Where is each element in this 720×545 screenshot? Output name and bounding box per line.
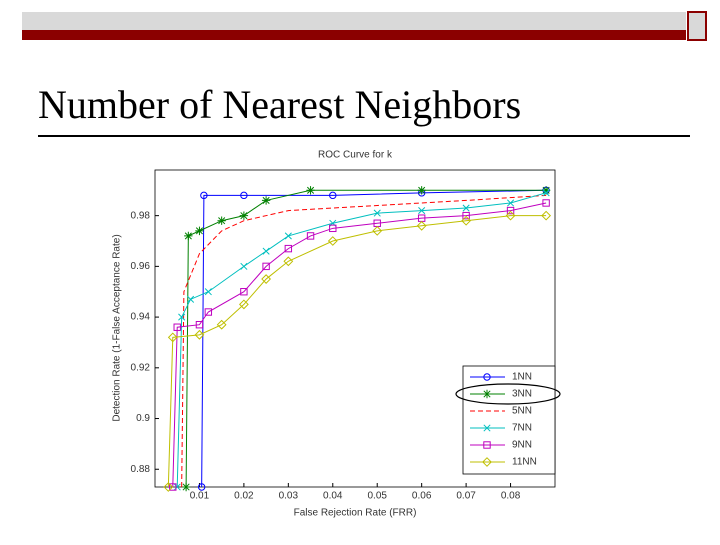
marker: [329, 191, 337, 200]
marker: [506, 206, 515, 215]
y-tick-label: 0.9: [136, 413, 150, 424]
marker: [194, 329, 205, 340]
x-axis-label: False Rejection Rate (FRR): [294, 508, 417, 519]
marker: [197, 483, 206, 491]
marker: [505, 210, 516, 221]
series-line: [167, 215, 547, 488]
series: [163, 210, 552, 492]
marker: [329, 224, 337, 233]
y-tick-label: 0.92: [131, 362, 151, 373]
marker: [483, 373, 491, 381]
marker: [483, 424, 491, 432]
marker: [163, 482, 174, 492]
marker: [217, 216, 226, 225]
legend: 1NN 3NN 5NN 7NN 9NN 11NN: [470, 372, 537, 468]
legend-label: 11NN: [512, 457, 537, 468]
marker: [541, 186, 551, 195]
plot: 0.01 0.02 0.03 0.04 0.05 0.06 0.07 0.08 0.88 0.9 0…: [131, 186, 552, 502]
marker: [306, 232, 315, 240]
marker: [238, 299, 249, 310]
marker: [416, 220, 427, 231]
y-tick-label: 0.88: [131, 464, 151, 475]
marker: [167, 332, 178, 343]
marker: [261, 274, 272, 284]
marker: [284, 232, 292, 240]
marker: [261, 196, 271, 205]
marker: [541, 210, 552, 221]
x-tick-label: 0.08: [501, 491, 521, 502]
marker: [462, 211, 470, 220]
marker: [542, 189, 550, 197]
marker: [181, 482, 191, 492]
marker: [173, 483, 181, 491]
marker: [173, 323, 181, 331]
legend-box: [462, 365, 556, 475]
marker: [482, 389, 492, 399]
marker: [240, 191, 248, 200]
marker: [283, 256, 294, 267]
marker: [262, 262, 270, 271]
x-tick-label: 0.03: [279, 491, 299, 502]
marker: [216, 319, 227, 330]
y-tick-label: 0.98: [131, 210, 151, 221]
marker: [284, 244, 293, 253]
marker: [240, 262, 248, 270]
marker: [204, 288, 212, 296]
marker: [195, 320, 204, 329]
series: [181, 194, 547, 488]
marker: [200, 191, 208, 200]
legend-label: 9NN: [512, 440, 532, 451]
chart-title: ROC Curve for k: [318, 150, 393, 161]
series-line: [181, 194, 547, 488]
y-axis-label: Detection Rate (1-False Acceptance Rate): [112, 234, 123, 421]
legend-label: 7NN: [512, 423, 532, 434]
marker: [461, 215, 472, 226]
x-tick-label: 0.04: [323, 491, 343, 502]
x-tick-label: 0.02: [234, 491, 254, 502]
y-tick-label: 0.94: [131, 312, 151, 323]
marker: [187, 295, 195, 303]
marker: [178, 313, 186, 321]
y-tick-label: 0.96: [131, 261, 151, 272]
series: [181, 186, 551, 492]
marker: [184, 231, 193, 241]
series: [169, 199, 550, 491]
highlight-ellipse: [455, 383, 561, 405]
slide-title: Number of Nearest Neighbors: [38, 82, 521, 127]
marker: [262, 247, 270, 255]
marker: [195, 226, 204, 236]
marker: [372, 225, 383, 236]
x-tick-label: 0.06: [412, 491, 432, 502]
marker: [418, 207, 426, 215]
marker: [417, 186, 426, 195]
marker: [306, 186, 315, 195]
x-tick-label: 0.07: [456, 491, 476, 502]
legend-label: 5NN: [512, 406, 532, 417]
marker: [542, 199, 550, 207]
marker: [327, 236, 338, 246]
legend-label: 1NN: [512, 372, 532, 383]
marker: [482, 457, 492, 467]
series: [173, 189, 550, 491]
marker: [373, 209, 381, 217]
legend-label: 3NN: [512, 389, 532, 400]
marker: [507, 199, 515, 207]
header-square: [687, 11, 707, 41]
series-line: [172, 202, 547, 488]
marker: [239, 211, 249, 220]
marker: [240, 288, 248, 296]
x-tick-label: 0.01: [190, 491, 210, 502]
header-stripe: [22, 30, 686, 40]
marker: [462, 204, 470, 212]
marker: [204, 308, 213, 316]
x-tick-label: 0.05: [367, 491, 387, 502]
marker: [169, 483, 177, 491]
marker: [483, 441, 491, 449]
